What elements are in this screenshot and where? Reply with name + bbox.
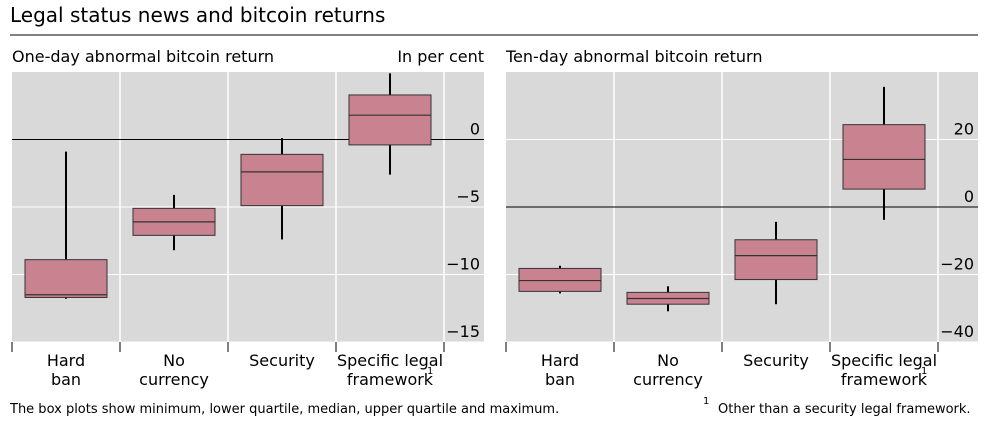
x-tick-label: Hard ban bbox=[541, 351, 579, 389]
x-tick-label: Specific legal framework bbox=[337, 351, 443, 389]
category-footnote-marker: 1 bbox=[921, 366, 927, 377]
x-tick-label: Security bbox=[249, 351, 315, 370]
unit-label: In per cent bbox=[397, 47, 484, 66]
x-tick-label: Hard ban bbox=[47, 351, 85, 389]
y-tick-label: −5 bbox=[456, 187, 480, 206]
box bbox=[842, 124, 926, 190]
box bbox=[240, 153, 324, 207]
box bbox=[348, 94, 432, 146]
figure-title: Legal status news and bitcoin returns bbox=[10, 3, 385, 27]
y-tick-label: 0 bbox=[470, 120, 480, 139]
x-tick-label: No currency bbox=[139, 351, 209, 389]
panel-title: One-day abnormal bitcoin return bbox=[12, 47, 274, 66]
footnote: Other than a security legal framework. bbox=[718, 402, 971, 417]
category-footnote-marker: 1 bbox=[427, 366, 433, 377]
panel-title: Ten-day abnormal bitcoin return bbox=[505, 47, 763, 66]
x-tick-label: No currency bbox=[633, 351, 703, 389]
footnote-marker: 1 bbox=[703, 396, 709, 407]
x-tick-label: Security bbox=[743, 351, 809, 370]
box bbox=[518, 267, 602, 292]
y-tick-label: −20 bbox=[940, 255, 974, 274]
x-tick-label: Specific legal framework bbox=[831, 351, 937, 389]
y-tick-label: 0 bbox=[964, 187, 974, 206]
y-tick-label: −10 bbox=[446, 255, 480, 274]
box bbox=[24, 259, 108, 298]
y-tick-label: −15 bbox=[446, 322, 480, 341]
y-tick-label: −40 bbox=[940, 322, 974, 341]
y-tick-label: 20 bbox=[954, 120, 974, 139]
box bbox=[734, 239, 818, 281]
note: The box plots show minimum, lower quarti… bbox=[9, 402, 559, 417]
